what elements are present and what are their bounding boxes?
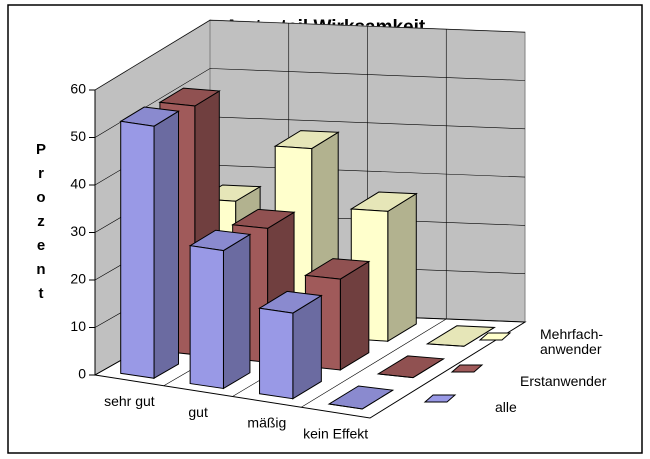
legend-swatch xyxy=(478,332,512,341)
grid-line xyxy=(94,19,526,91)
bar xyxy=(378,373,414,379)
y-tick-label: 0 xyxy=(78,366,86,382)
y-tick-label: 40 xyxy=(70,176,86,192)
bar xyxy=(328,403,363,410)
y-tick-label: 30 xyxy=(70,223,86,239)
y-tick-label: 50 xyxy=(70,128,86,144)
bar-side xyxy=(339,260,370,371)
x-tick-label: sehr gut xyxy=(104,393,155,409)
legend-swatch xyxy=(423,394,457,403)
bar xyxy=(427,343,464,347)
bar xyxy=(259,307,294,400)
x-tick-label: mäßig xyxy=(247,415,286,431)
x-tick-label: gut xyxy=(188,404,208,420)
x-tick-label: kein Effekt xyxy=(303,425,368,441)
bar-side xyxy=(222,233,251,390)
legend-swatch xyxy=(450,364,484,373)
y-tick-label: 20 xyxy=(70,271,86,287)
y-tick-label: 60 xyxy=(70,81,86,97)
legend-label: Mehrfach- anwender xyxy=(540,326,604,357)
floor-divider xyxy=(301,318,447,408)
bar-side xyxy=(387,192,417,343)
y-tick-label: 10 xyxy=(70,318,86,334)
y-axis-label: Prozent xyxy=(36,141,47,302)
bar xyxy=(120,120,155,379)
bar-side xyxy=(153,110,180,380)
legend-label: Erstanwender xyxy=(520,373,607,389)
bar xyxy=(189,245,224,390)
legend-label: alle xyxy=(495,399,517,415)
